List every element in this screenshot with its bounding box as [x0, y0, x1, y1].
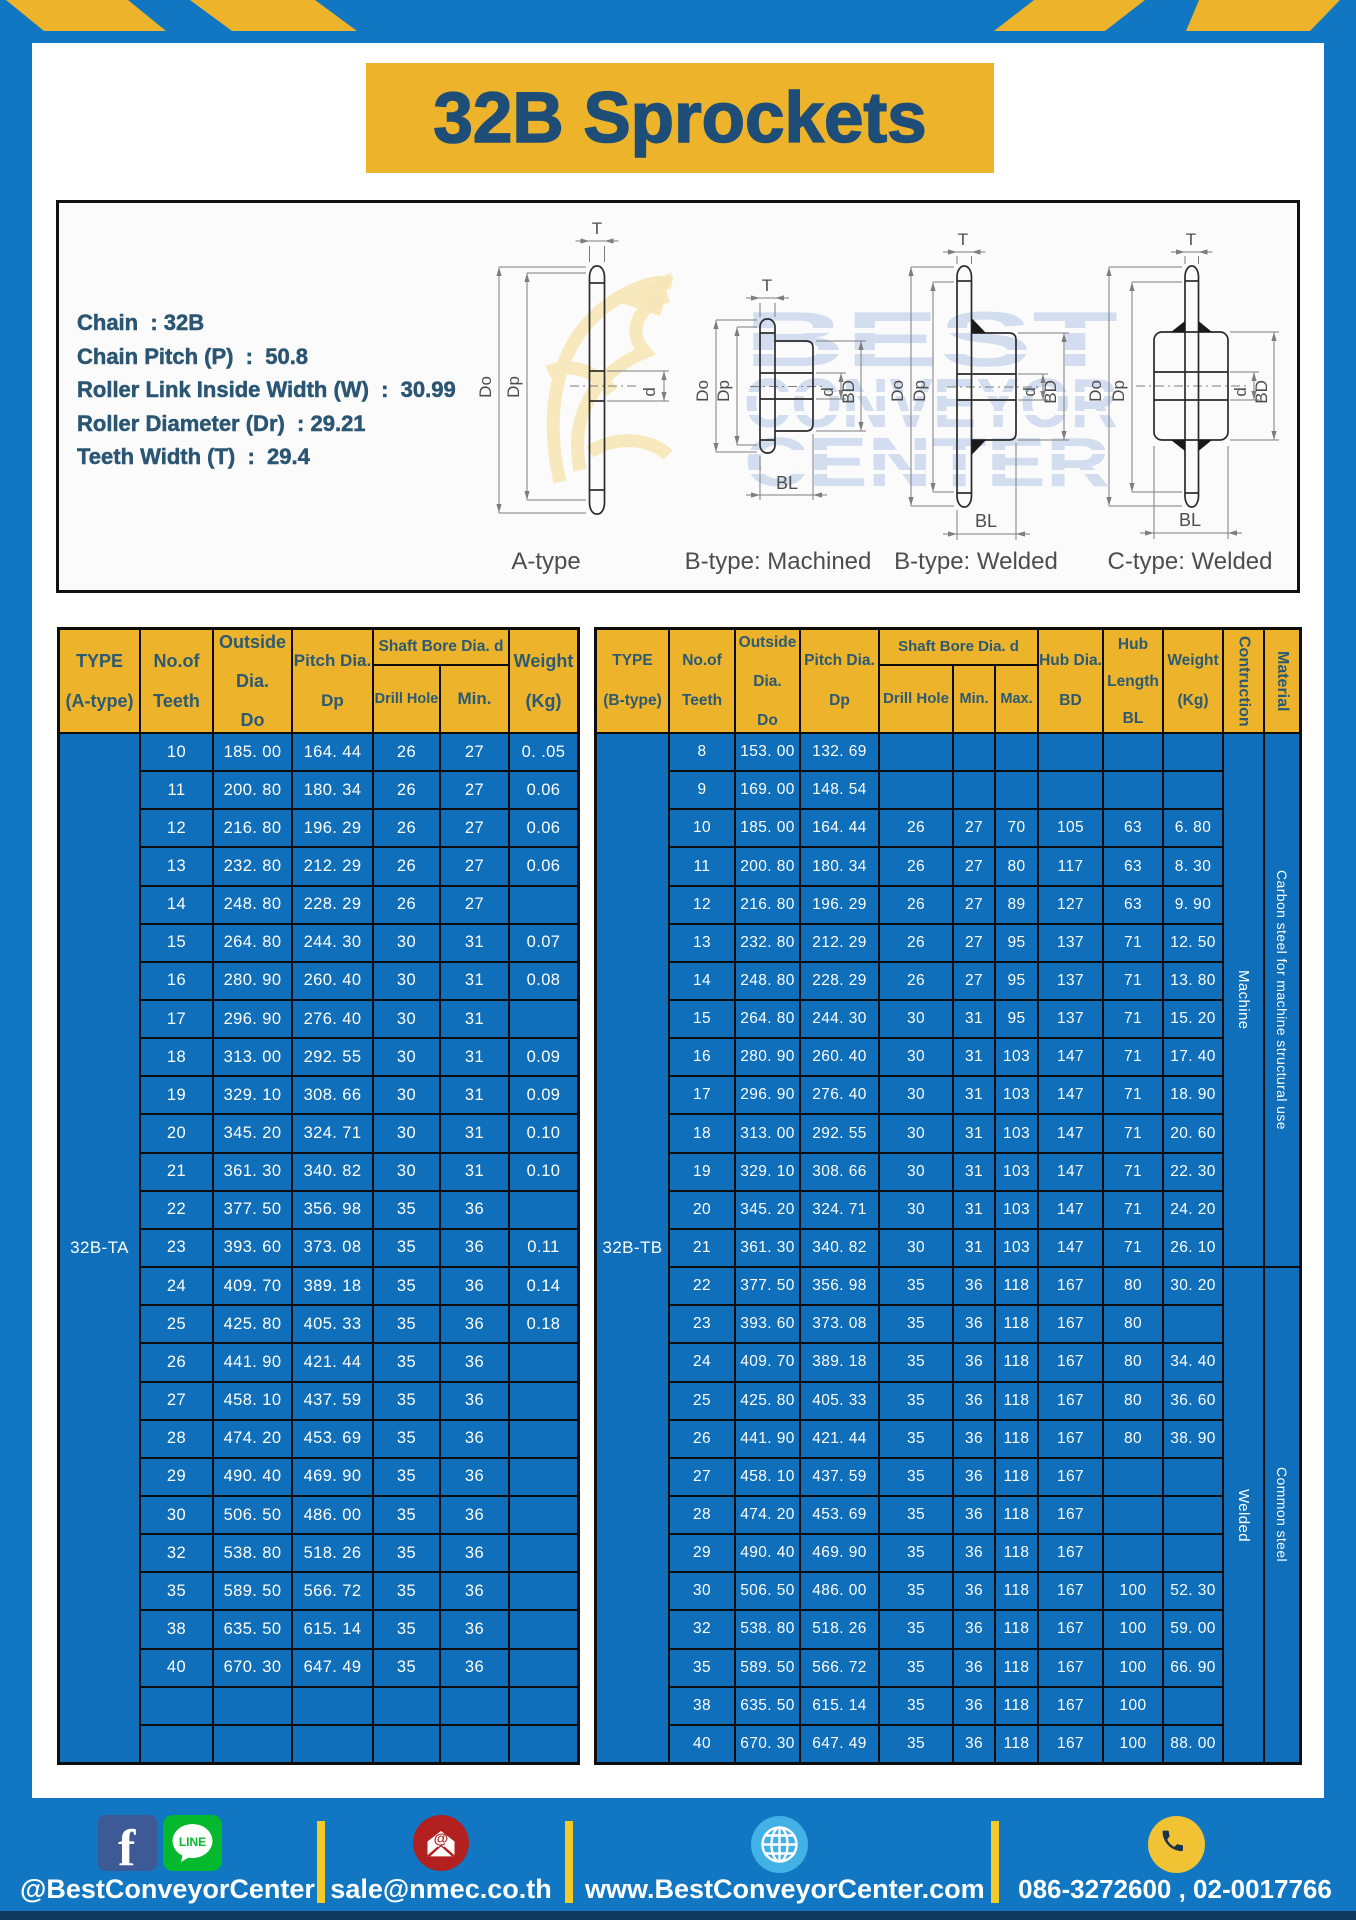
svg-text:T: T: [592, 219, 602, 238]
svg-text:Do: Do: [1086, 380, 1105, 402]
svg-text:Do: Do: [888, 380, 907, 402]
svg-text:BL: BL: [1179, 510, 1201, 530]
svg-text:d: d: [640, 387, 659, 396]
svg-text:BL: BL: [776, 473, 798, 493]
svg-text:d: d: [1231, 387, 1250, 396]
svg-text:BD: BD: [839, 380, 858, 404]
svg-text:B-type: Welded: B-type: Welded: [894, 548, 1058, 575]
svg-text:BL: BL: [975, 511, 997, 531]
svg-text:CONVEYOR: CONVEYOR: [744, 364, 1118, 442]
svg-text:Do: Do: [693, 380, 712, 402]
svg-text:A-type: A-type: [511, 548, 580, 575]
svg-text:@: @: [434, 1831, 449, 1848]
svg-text:C-type: Welded: C-type: Welded: [1108, 548, 1273, 575]
svg-text:T: T: [1186, 230, 1196, 249]
svg-text:d: d: [1020, 387, 1039, 396]
svg-text:BD: BD: [1252, 380, 1271, 404]
svg-text:LINE: LINE: [179, 1835, 206, 1849]
svg-text:d: d: [818, 387, 837, 396]
svg-text:Do: Do: [476, 376, 495, 398]
svg-text:B-type: Machined: B-type: Machined: [685, 548, 872, 575]
svg-text:BD: BD: [1041, 380, 1060, 404]
svg-text:CENTER: CENTER: [744, 423, 1110, 501]
svg-text:Dp: Dp: [504, 376, 523, 398]
svg-text:T: T: [762, 276, 772, 295]
svg-text:Dp: Dp: [910, 380, 929, 402]
svg-text:Dp: Dp: [714, 380, 733, 402]
svg-text:BEST: BEST: [744, 295, 1118, 383]
svg-text:Dp: Dp: [1109, 380, 1128, 402]
svg-text:T: T: [958, 230, 968, 249]
